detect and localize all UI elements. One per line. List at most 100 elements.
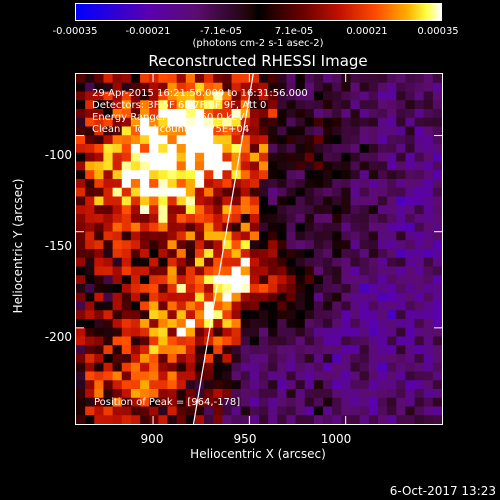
heatmap-cell xyxy=(350,82,361,92)
heatmap-cell xyxy=(323,310,333,320)
heatmap-cell xyxy=(140,135,150,145)
heatmap-cell xyxy=(249,266,260,276)
heatmap-cell xyxy=(231,275,242,285)
heatmap-cell xyxy=(213,109,223,119)
heatmap-cell xyxy=(240,152,251,162)
heatmap-cell xyxy=(185,389,196,399)
heatmap-cell xyxy=(130,222,141,232)
heatmap-cell xyxy=(396,82,406,92)
heatmap-cell xyxy=(149,310,159,320)
heatmap-cell xyxy=(405,389,415,399)
heatmap-cell xyxy=(423,257,434,267)
heatmap-cell xyxy=(313,179,324,189)
heatmap-cell xyxy=(167,144,178,154)
heatmap-cell xyxy=(249,179,260,189)
heatmap-cell xyxy=(167,336,178,346)
heatmap-cell xyxy=(121,117,132,127)
heatmap-cell xyxy=(432,222,442,232)
heatmap-cell xyxy=(377,249,388,259)
heatmap-cell xyxy=(396,74,406,84)
heatmap-cell xyxy=(240,406,251,416)
heatmap-cell xyxy=(423,284,434,294)
heatmap-cell xyxy=(423,319,434,329)
heatmap-cell xyxy=(204,117,214,127)
heatmap-cell xyxy=(377,319,388,329)
heatmap-cell xyxy=(140,336,150,346)
heatmap-cell xyxy=(204,415,214,424)
heatmap-cell xyxy=(359,301,370,311)
heatmap-cell xyxy=(323,336,333,346)
heatmap-cell xyxy=(240,354,251,364)
heatmap-cell xyxy=(194,170,205,180)
heatmap-cell xyxy=(304,301,315,311)
heatmap-cell xyxy=(76,301,86,311)
heatmap-cell xyxy=(249,336,260,346)
heatmap-cell xyxy=(149,275,159,285)
heatmap-cell xyxy=(249,91,260,101)
heatmap-cell xyxy=(295,380,306,390)
heatmap-cell xyxy=(240,187,251,197)
heatmap-cell xyxy=(149,389,159,399)
heatmap-cell xyxy=(259,135,269,145)
heatmap-cell xyxy=(231,327,242,337)
heatmap-cell xyxy=(277,82,287,92)
heatmap-cell xyxy=(423,336,434,346)
heatmap-cell xyxy=(368,179,379,189)
heatmap-cell xyxy=(213,406,223,416)
heatmap-cell xyxy=(286,205,296,215)
heatmap-cell xyxy=(277,319,287,329)
heatmap-cell xyxy=(414,91,425,101)
heatmap-cell xyxy=(350,389,361,399)
heatmap-cell xyxy=(350,362,361,372)
heatmap-cell xyxy=(249,292,260,302)
heatmap-cell xyxy=(405,397,415,407)
heatmap-cell xyxy=(121,126,132,136)
heatmap-cell xyxy=(94,214,104,224)
heatmap-cell xyxy=(286,284,296,294)
heatmap-cell xyxy=(377,275,388,285)
heatmap-cell xyxy=(130,214,141,224)
heatmap-cell xyxy=(368,126,379,136)
heatmap-cell xyxy=(387,371,397,381)
heatmap-cell xyxy=(304,389,315,399)
heatmap-cell xyxy=(85,231,95,241)
heatmap-cell xyxy=(231,126,242,136)
heatmap-cell xyxy=(268,179,278,189)
heatmap-cell xyxy=(359,354,370,364)
heatmap-cell xyxy=(176,284,187,294)
heatmap-cell xyxy=(414,222,425,232)
heatmap-cell xyxy=(112,292,123,302)
heatmap-cell xyxy=(432,336,442,346)
heatmap-cell xyxy=(259,100,269,110)
heatmap-cell xyxy=(185,144,196,154)
heatmap-cell xyxy=(167,292,178,302)
heatmap-cell xyxy=(405,415,415,424)
heatmap-cell xyxy=(149,257,159,267)
heatmap-cell xyxy=(341,336,351,346)
heatmap-cell xyxy=(140,187,150,197)
heatmap-cell xyxy=(149,109,159,119)
heatmap-cell xyxy=(176,179,187,189)
heatmap-cell xyxy=(359,327,370,337)
heatmap-cell xyxy=(414,319,425,329)
heatmap-cell xyxy=(341,345,351,355)
heatmap-cell xyxy=(259,144,269,154)
heatmap-cell xyxy=(85,266,95,276)
heatmap-cell xyxy=(387,117,397,127)
heatmap-cell xyxy=(121,91,132,101)
heatmap-cell xyxy=(149,284,159,294)
heatmap-cell xyxy=(112,144,123,154)
heatmap-cell xyxy=(341,354,351,364)
heatmap-cell xyxy=(313,257,324,267)
heatmap-cell xyxy=(368,240,379,250)
heatmap-cell xyxy=(176,187,187,197)
heatmap-cell xyxy=(387,389,397,399)
heatmap-cell xyxy=(304,126,315,136)
heatmap-cell xyxy=(387,109,397,119)
heatmap-cell xyxy=(240,319,251,329)
heatmap-cell xyxy=(377,354,388,364)
heatmap-cell xyxy=(259,310,269,320)
heatmap-cell xyxy=(85,275,95,285)
heatmap-cell xyxy=(121,205,132,215)
heatmap-cell xyxy=(268,380,278,390)
